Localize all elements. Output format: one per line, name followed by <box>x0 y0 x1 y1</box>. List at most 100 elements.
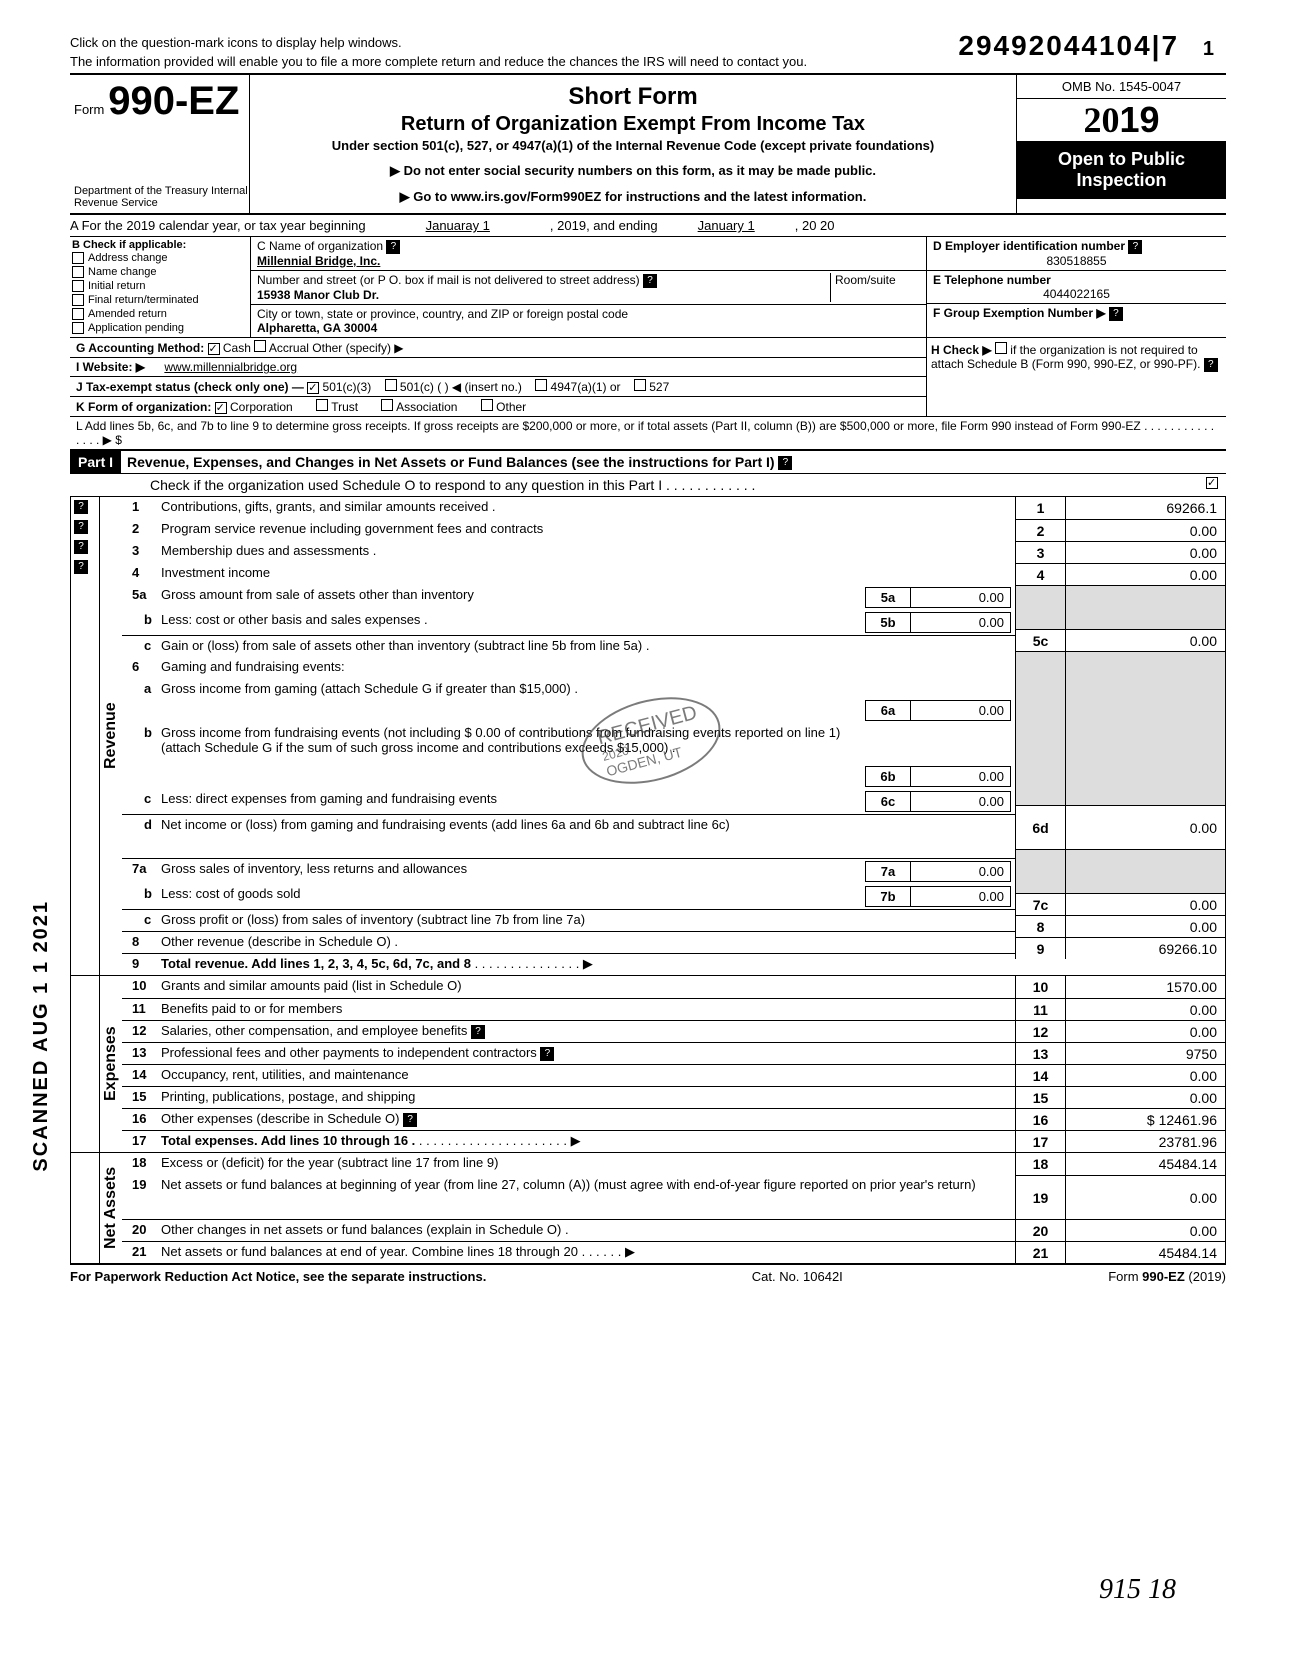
e-phone-row: E Telephone number 4044022165 <box>927 271 1226 304</box>
line-6: 6Gaming and fundraising events: <box>122 657 1015 679</box>
cb-cash[interactable] <box>208 343 220 355</box>
help-icon[interactable] <box>74 560 88 574</box>
help-icon[interactable] <box>74 520 88 534</box>
box-16: 16 <box>1015 1109 1065 1130</box>
line-16: 16Other expenses (describe in Schedule O… <box>122 1108 1015 1130</box>
cb-amended[interactable]: Amended return <box>72 307 248 321</box>
open-public-badge: Open to Public Inspection <box>1017 141 1226 199</box>
form-id-block: Form 990-EZ Department of the Treasury I… <box>70 75 250 213</box>
cb-name-change[interactable]: Name change <box>72 265 248 279</box>
row-a: A For the 2019 calendar year, or tax yea… <box>70 215 1226 237</box>
box-1: 1 <box>1015 497 1065 519</box>
section-ghijk: G Accounting Method: Cash Accrual Other … <box>70 338 1226 417</box>
line-2: 2Program service revenue including gover… <box>122 519 1015 541</box>
help-icon[interactable] <box>74 540 88 554</box>
help-icon[interactable] <box>778 456 792 470</box>
d-ein-row: D Employer identification number 8305188… <box>927 237 1226 271</box>
j-o4: 527 <box>649 380 669 394</box>
f-label: F Group Exemption Number ▶ <box>933 306 1106 320</box>
help-icon[interactable] <box>540 1047 554 1061</box>
box-7c: 7c <box>1015 894 1065 915</box>
netassets-box-col: 1845484.14 190.00 200.00 2145484.14 <box>1015 1153 1225 1263</box>
box-13: 13 <box>1015 1043 1065 1064</box>
expenses-table: Expenses 10Grants and similar amounts pa… <box>70 976 1226 1153</box>
cb-schedule-o[interactable] <box>1206 477 1218 489</box>
help-icon[interactable] <box>1109 307 1123 321</box>
cb-trust[interactable] <box>316 399 328 411</box>
val-7c: 0.00 <box>1065 894 1225 915</box>
cb-address-change[interactable]: Address change <box>72 251 248 265</box>
instruction-2: ▶ Go to www.irs.gov/Form990EZ for instru… <box>258 189 1008 205</box>
k-o2: Trust <box>331 400 358 414</box>
ein-value: 830518855 <box>933 254 1220 268</box>
short-form-label: Short Form <box>258 83 1008 111</box>
val-1: 69266.1 <box>1065 497 1225 519</box>
help-icon[interactable] <box>386 240 400 254</box>
line-7c: cGross profit or (loss) from sales of in… <box>122 909 1015 931</box>
line-17: 17Total expenses. Add lines 10 through 1… <box>122 1130 1015 1152</box>
cb-sched-b[interactable] <box>995 342 1007 354</box>
cb-accrual[interactable] <box>254 340 266 352</box>
j-label: J Tax-exempt status (check only one) — <box>76 380 304 394</box>
line-20: 20Other changes in net assets or fund ba… <box>122 1219 1015 1241</box>
shade <box>1065 850 1225 893</box>
val-9: 69266.10 <box>1065 938 1225 959</box>
cb-527[interactable] <box>634 379 646 391</box>
cb-4947[interactable] <box>535 379 547 391</box>
cb-other-org[interactable] <box>481 399 493 411</box>
col-c: C Name of organization Millennial Bridge… <box>250 237 926 337</box>
box-4: 4 <box>1015 564 1065 585</box>
netassets-side-label: Net Assets <box>99 1153 122 1263</box>
row-i: I Website: ▶ www.millennialbridge.org <box>70 358 926 377</box>
val-21: 45484.14 <box>1065 1242 1225 1263</box>
dept-treasury: Department of the Treasury Internal Reve… <box>74 185 249 209</box>
cb-501c3[interactable] <box>307 382 319 394</box>
line-7a: 7aGross sales of inventory, less returns… <box>122 858 1015 884</box>
revenue-rows: 1Contributions, gifts, grants, and simil… <box>122 497 1015 975</box>
val-3: 0.00 <box>1065 542 1225 563</box>
box-8: 8 <box>1015 916 1065 937</box>
line-3: 3Membership dues and assessments . <box>122 541 1015 563</box>
box-20: 20 <box>1015 1220 1065 1241</box>
street-value: 15938 Manor Club Dr. <box>257 288 379 302</box>
val-10: 1570.00 <box>1065 976 1225 998</box>
line-19: 19Net assets or fund balances at beginni… <box>122 1175 1015 1219</box>
k-o4: Other <box>496 400 526 414</box>
help-icon[interactable] <box>74 500 88 514</box>
line-5a: 5aGross amount from sale of assets other… <box>122 585 1015 610</box>
line-9: 9Total revenue. Add lines 1, 2, 3, 4, 5c… <box>122 953 1015 975</box>
revenue-table: Revenue 1Contributions, gifts, grants, a… <box>70 497 1226 976</box>
revenue-side-label: Revenue <box>99 497 122 975</box>
val-17: 23781.96 <box>1065 1131 1225 1152</box>
cb-corp[interactable] <box>215 402 227 414</box>
cb-initial-return[interactable]: Initial return <box>72 279 248 293</box>
help-icon[interactable] <box>1204 358 1218 372</box>
k-label: K Form of organization: <box>76 400 211 414</box>
cb-501c[interactable] <box>385 379 397 391</box>
cb-assoc[interactable] <box>381 399 393 411</box>
dln-suffix: 1 <box>1203 38 1216 60</box>
val-8: 0.00 <box>1065 916 1225 937</box>
help-icon[interactable] <box>403 1113 417 1127</box>
cb-pending[interactable]: Application pending <box>72 321 248 335</box>
footer: For Paperwork Reduction Act Notice, see … <box>70 1265 1226 1284</box>
part1-check-row: Check if the organization used Schedule … <box>70 474 1226 497</box>
help-icon[interactable] <box>1128 240 1142 254</box>
g-label: G Accounting Method: <box>76 341 204 355</box>
help-icon[interactable] <box>471 1025 485 1039</box>
box-17: 17 <box>1015 1131 1065 1152</box>
netassets-rows: 18Excess or (deficit) for the year (subt… <box>122 1153 1015 1263</box>
help-icon[interactable] <box>643 274 657 288</box>
shade <box>1015 850 1065 893</box>
cb-label: Application pending <box>88 322 184 334</box>
footer-left: For Paperwork Reduction Act Notice, see … <box>70 1269 486 1284</box>
other-label: Other (specify) ▶ <box>312 341 403 355</box>
cash-label: Cash <box>223 341 251 355</box>
val-18: 45484.14 <box>1065 1153 1225 1175</box>
cb-final-return[interactable]: Final return/terminated <box>72 293 248 307</box>
form-number: 990-EZ <box>108 79 239 123</box>
form-title-block: Short Form Return of Organization Exempt… <box>250 75 1016 213</box>
instruction-1: ▶ Do not enter social security numbers o… <box>258 163 1008 179</box>
accrual-label: Accrual <box>269 341 309 355</box>
line-6a: aGross income from gaming (attach Schedu… <box>122 679 1015 723</box>
